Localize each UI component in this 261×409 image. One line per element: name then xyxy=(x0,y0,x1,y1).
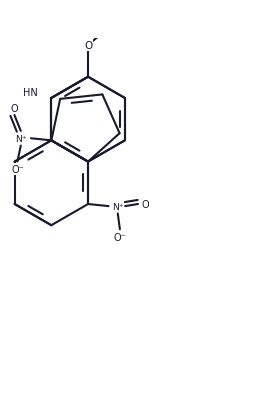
Text: HN: HN xyxy=(23,88,38,97)
Text: O⁻: O⁻ xyxy=(114,232,126,242)
Text: O: O xyxy=(11,103,18,113)
Text: O⁻: O⁻ xyxy=(11,164,24,174)
Text: N⁺: N⁺ xyxy=(15,135,27,144)
Text: O: O xyxy=(141,200,149,209)
Text: N⁺: N⁺ xyxy=(112,202,123,211)
Text: O: O xyxy=(84,41,92,51)
